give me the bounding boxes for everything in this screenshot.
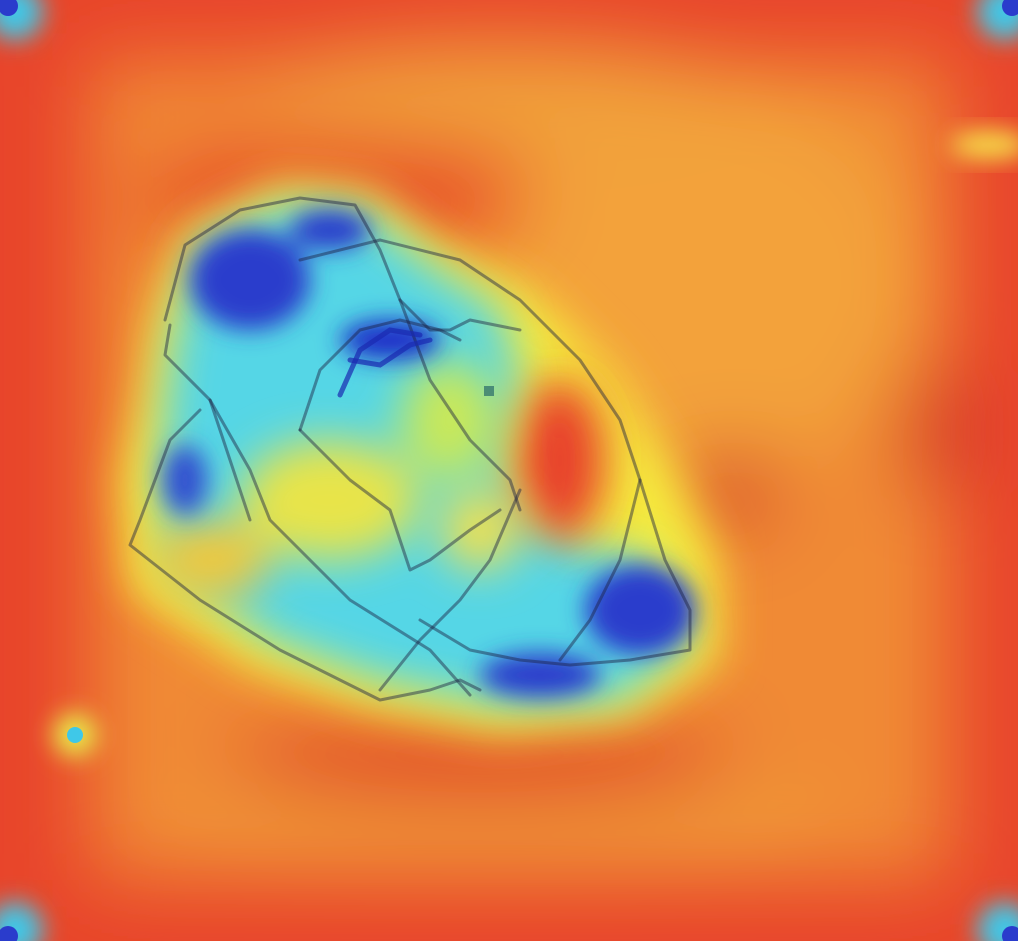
green-patches [150, 360, 605, 600]
sketch-dot [484, 386, 494, 396]
blue-spot [163, 445, 207, 515]
yellow-patch [240, 440, 420, 560]
light-orange-top [250, 40, 750, 140]
small-spot-core [67, 727, 83, 743]
sketch-stroke [558, 478, 642, 662]
blue-spot [290, 210, 370, 250]
red-center [515, 380, 605, 540]
red-spot [680, 450, 780, 530]
sketch-stroke [298, 318, 462, 432]
sketch-stroke [398, 298, 522, 332]
green-patch [400, 360, 500, 480]
sketch-stroke [208, 398, 252, 522]
sketch-dark [337, 327, 433, 398]
blue-spot [585, 565, 695, 655]
sketch-stroke [378, 488, 522, 692]
red-right [900, 360, 980, 500]
corner-core [1002, 926, 1018, 941]
blue-spot [340, 320, 440, 360]
corner-core [0, 0, 18, 16]
yellow-streak [950, 131, 1018, 159]
corner-core [0, 926, 18, 941]
sketch-stroke-dark [347, 337, 433, 368]
sketch-stroke [298, 238, 692, 667]
sketch [128, 196, 692, 702]
blue-spots [163, 210, 695, 697]
corner-core [1002, 0, 1018, 16]
red-ring-bottom [220, 715, 740, 805]
blue-spot [480, 653, 600, 697]
yellow-patch [440, 490, 520, 570]
sketch-stroke [298, 428, 502, 572]
sketch-stroke [163, 323, 472, 697]
sketch-stroke-dark [337, 327, 423, 398]
sketch-stroke [163, 196, 522, 512]
yellow-patch [150, 520, 270, 600]
sketch-stroke [128, 408, 482, 702]
cool-blob [120, 180, 720, 735]
blue-spot [190, 230, 310, 330]
